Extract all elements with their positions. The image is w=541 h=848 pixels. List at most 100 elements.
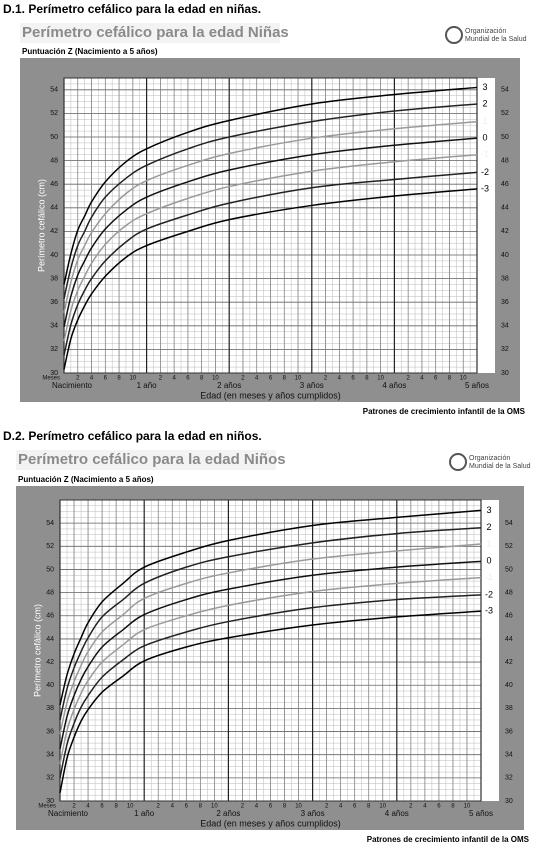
z-score-label: -3 xyxy=(485,606,493,616)
x-unit-label: Meses xyxy=(38,804,56,810)
y-tick-label-right: 38 xyxy=(505,705,513,712)
y-tick-label-right: 46 xyxy=(505,613,513,620)
z-score-label: 2 xyxy=(482,98,487,108)
y-tick-label: 54 xyxy=(50,87,58,94)
z-score-label: -1 xyxy=(481,149,489,159)
y-tick-label-right: 34 xyxy=(501,323,509,330)
chart-title: Perímetro cefálico para la edad Niñas xyxy=(22,24,289,41)
source-note: Patrones de crecimiento infantil de la O… xyxy=(367,835,530,844)
z-score-line xyxy=(63,171,478,356)
x-tick-label: 3 años xyxy=(301,809,325,818)
y-tick-label-right: 32 xyxy=(501,346,509,353)
y-tick-label-right: 54 xyxy=(501,87,509,94)
x-tick-label: 5 años xyxy=(469,809,493,818)
y-tick-label-right: 38 xyxy=(501,275,509,282)
plot-border xyxy=(59,499,482,802)
x-tick-label: 10 xyxy=(295,804,302,810)
x-tick-label: Nacimiento xyxy=(52,381,93,390)
x-tick-label: 2 xyxy=(76,376,80,382)
x-axis-label: Edad (en meses y años cumplidos) xyxy=(200,390,341,400)
x-tick-label: 10 xyxy=(464,804,471,810)
y-tick-label-right: 54 xyxy=(505,520,513,527)
x-tick-label: 8 xyxy=(114,804,118,810)
y-tick-label: 30 xyxy=(46,798,54,805)
y-tick-label-right: 52 xyxy=(505,543,513,550)
y-tick-label-right: 30 xyxy=(505,798,513,805)
x-tick-label: 6 xyxy=(185,804,189,810)
y-tick-label: 46 xyxy=(50,181,58,188)
x-tick-label: 6 xyxy=(104,376,108,382)
z-score-line xyxy=(63,103,478,299)
y-tick-label: 50 xyxy=(46,566,54,573)
y-tick-label: 40 xyxy=(46,682,54,689)
y-tick-label-right: 50 xyxy=(501,134,509,141)
y-tick-label-right: 42 xyxy=(501,228,509,235)
x-tick-label: 8 xyxy=(451,804,455,810)
x-tick-label: 1 año xyxy=(134,809,155,818)
x-tick-label: 10 xyxy=(377,376,384,382)
source-note: Patrones de crecimiento infantil de la O… xyxy=(363,407,526,416)
x-tick-label: 8 xyxy=(200,376,204,382)
y-tick-label: 52 xyxy=(50,110,58,117)
y-tick-label-right: 52 xyxy=(501,110,509,117)
x-tick-label: 10 xyxy=(379,804,386,810)
x-tick-label: 4 años xyxy=(385,809,409,818)
x-tick-label: 10 xyxy=(460,376,467,382)
title-band xyxy=(20,23,280,43)
z-score-label: 3 xyxy=(482,82,487,92)
x-tick-label: 4 xyxy=(171,804,175,810)
z-score-label: -2 xyxy=(485,589,493,599)
x-tick-label: 2 xyxy=(72,804,76,810)
x-tick-label: 6 xyxy=(100,804,104,810)
x-tick-label: 6 xyxy=(269,376,273,382)
y-tick-label: 50 xyxy=(50,134,58,141)
z-score-label: -2 xyxy=(481,167,489,177)
logo-text: Organización xyxy=(469,455,510,462)
x-tick-label: 2 años xyxy=(217,381,241,390)
x-tick-label: 6 xyxy=(186,376,190,382)
x-tick-label: 4 años xyxy=(382,381,406,390)
x-tick-label: 8 xyxy=(199,804,203,810)
x-tick-label: 8 xyxy=(448,376,452,382)
y-tick-label: 38 xyxy=(50,275,58,282)
x-tick-label: 4 xyxy=(420,376,424,382)
y-tick-label: 48 xyxy=(46,589,54,596)
x-tick-label: 4 xyxy=(339,804,343,810)
z-score-label: 3 xyxy=(486,505,491,515)
logo-text: Organización xyxy=(465,28,506,35)
x-tick-label: 4 xyxy=(255,804,259,810)
x-tick-label: 6 xyxy=(269,804,273,810)
y-tick-label-right: 46 xyxy=(501,181,509,188)
y-tick-label-right: 48 xyxy=(505,589,513,596)
z-score-line xyxy=(59,576,482,765)
x-tick-label: 4 xyxy=(423,804,427,810)
y-tick-label: 52 xyxy=(46,543,54,550)
x-tick-label: 2 años xyxy=(216,809,240,818)
x-tick-label: 8 xyxy=(283,804,287,810)
x-tick-label: 5 años xyxy=(465,381,489,390)
chart-title: Perímetro cefálico para la edad Niños xyxy=(18,451,286,468)
x-tick-label: 2 xyxy=(241,376,245,382)
y-tick-label: 40 xyxy=(50,252,58,259)
x-tick-label: 8 xyxy=(283,376,287,382)
z-score-line xyxy=(59,560,482,750)
z-score-label: -3 xyxy=(481,183,489,193)
chart-subtitle: Puntuación Z (Nacimiento a 5 años) xyxy=(22,47,158,56)
x-tick-label: 6 xyxy=(351,376,355,382)
x-tick-label: 4 xyxy=(338,376,342,382)
y-tick-label-right: 36 xyxy=(505,728,513,735)
z-score-line xyxy=(63,137,478,328)
y-tick-label-right: 42 xyxy=(505,659,513,666)
y-tick-label: 34 xyxy=(50,323,58,330)
z-score-line xyxy=(59,509,482,706)
y-tick-label: 38 xyxy=(46,705,54,712)
x-tick-label: 4 xyxy=(255,376,259,382)
y-tick-label-right: 30 xyxy=(501,370,509,377)
x-tick-label: 2 xyxy=(159,376,163,382)
x-tick-label: 10 xyxy=(295,376,302,382)
x-tick-label: 2 xyxy=(325,804,329,810)
z-score-line xyxy=(59,543,482,735)
z-score-label: 1 xyxy=(486,538,491,548)
z-score-line xyxy=(59,594,482,778)
